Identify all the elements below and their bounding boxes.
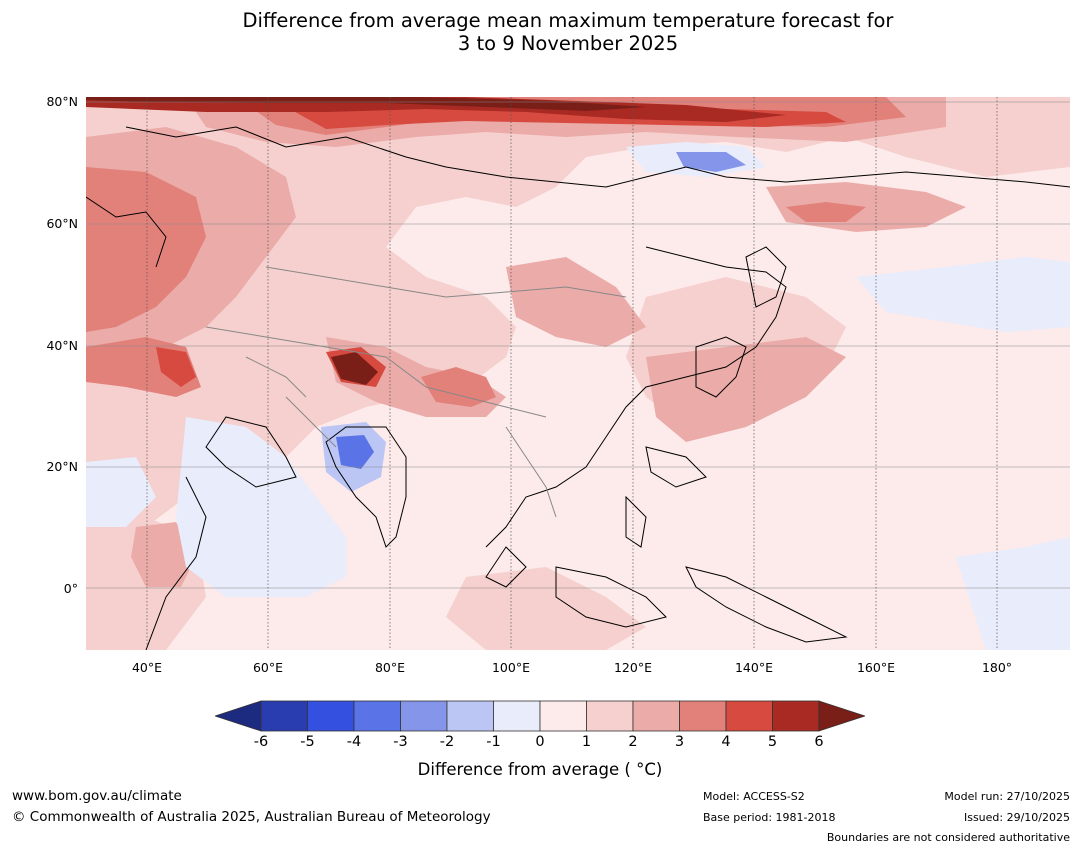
legend-swatch xyxy=(539,700,587,732)
longitude-gridlines xyxy=(146,97,998,650)
legend-tick-label: -3 xyxy=(393,734,408,750)
map-canvas xyxy=(86,97,1070,650)
legend-tick-label: -1 xyxy=(486,734,501,750)
copyright-text: © Commonwealth of Australia 2025, Austra… xyxy=(12,809,491,825)
legend-title: Difference from average ( °C) xyxy=(417,760,663,779)
legend-swatch xyxy=(772,700,820,732)
legend-tick-label: 3 xyxy=(674,734,685,750)
anomaly-region-2to3-central xyxy=(506,257,646,347)
legend-arrow-low xyxy=(215,700,262,732)
lon-label-120e: 120°E xyxy=(613,660,652,675)
lon-label-180: 180° xyxy=(981,660,1013,675)
lon-label-80e: 80°E xyxy=(374,660,406,675)
legend-swatch xyxy=(446,700,494,732)
lat-label-80n: 80°N xyxy=(46,94,78,109)
lon-label-100e: 100°E xyxy=(491,660,530,675)
legend-swatch xyxy=(679,700,727,732)
anomaly-region-cool-pacific xyxy=(856,257,1070,332)
coastlines xyxy=(86,126,1070,650)
model-run-date: Model run: 27/10/2025 xyxy=(944,790,1070,803)
anomaly-region-1to2-north xyxy=(86,97,1070,537)
lon-label-160e: 160°E xyxy=(856,660,895,675)
boundaries-disclaimer: Boundaries are not considered authoritat… xyxy=(826,831,1070,844)
anomaly-region-5to6-arctic xyxy=(86,97,786,122)
issued-date: Issued: 29/10/2025 xyxy=(963,811,1070,824)
anomaly-region-cool-siberia-core xyxy=(676,152,746,172)
title-line-2: 3 to 9 November 2025 xyxy=(457,32,679,55)
legend-tick-label: 2 xyxy=(628,734,638,750)
anomaly-region-cool-east-africa xyxy=(86,457,156,527)
legend-colorbar xyxy=(215,700,865,732)
legend-swatch xyxy=(493,700,541,732)
legend-tick-label: 1 xyxy=(581,734,592,750)
legend-tick-label: -4 xyxy=(346,734,362,750)
legend-tick-label: 6 xyxy=(814,734,824,750)
anomaly-region-4to5-caspian xyxy=(156,347,196,387)
legend-tick-label: 5 xyxy=(767,734,778,750)
legend-swatch xyxy=(307,700,355,732)
legend-tick-label: 4 xyxy=(721,734,731,750)
legend-tick-label: -2 xyxy=(439,734,455,750)
legend-tick-label: -6 xyxy=(253,734,269,750)
anomaly-region-cool-arabian-sea xyxy=(176,417,346,597)
anomaly-region-cool-east-pacific xyxy=(956,537,1070,650)
lat-label-60n: 60°N xyxy=(46,216,78,231)
legend-tick-label: 0 xyxy=(535,734,545,750)
temperature-anomaly-map xyxy=(86,97,1070,650)
anomaly-region-3to4-europe xyxy=(86,167,206,332)
legend-swatch xyxy=(400,700,448,732)
lon-label-40e: 40°E xyxy=(131,660,163,675)
map-title: Difference from average mean maximum tem… xyxy=(0,9,1081,55)
lat-label-40n: 40°N xyxy=(46,338,78,353)
base-period: Base period: 1981-2018 xyxy=(703,811,836,824)
website-link[interactable]: www.bom.gov.au/climate xyxy=(12,788,182,804)
latitude-gridlines xyxy=(86,101,1070,589)
legend-swatch xyxy=(353,700,401,732)
country-borders xyxy=(205,266,627,518)
anomaly-region-3to4-tibet xyxy=(421,367,496,407)
legend-swatch xyxy=(632,700,680,732)
legend-swatch xyxy=(260,700,308,732)
legend-tick-label: -5 xyxy=(300,734,315,750)
model-name: Model: ACCESS-S2 xyxy=(703,790,805,803)
lon-label-140e: 140°E xyxy=(734,660,773,675)
legend-swatch xyxy=(586,700,634,732)
lat-label-20n: 20°N xyxy=(46,459,78,474)
lat-label-0: 0° xyxy=(63,581,78,596)
anomaly-region-6plus-tibet xyxy=(331,352,378,385)
legend-arrow-high xyxy=(818,700,865,732)
legend-swatch xyxy=(725,700,773,732)
title-line-1: Difference from average mean maximum tem… xyxy=(242,9,894,32)
anomaly-region-cool-india-core xyxy=(336,435,374,469)
anomaly-region-3to4-siberia xyxy=(786,202,866,222)
anomaly-region-6plus-arctic xyxy=(86,97,646,111)
lon-label-60e: 60°E xyxy=(252,660,284,675)
